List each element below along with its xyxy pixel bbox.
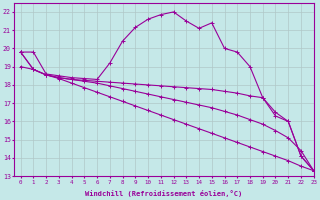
X-axis label: Windchill (Refroidissement éolien,°C): Windchill (Refroidissement éolien,°C) xyxy=(85,190,243,197)
